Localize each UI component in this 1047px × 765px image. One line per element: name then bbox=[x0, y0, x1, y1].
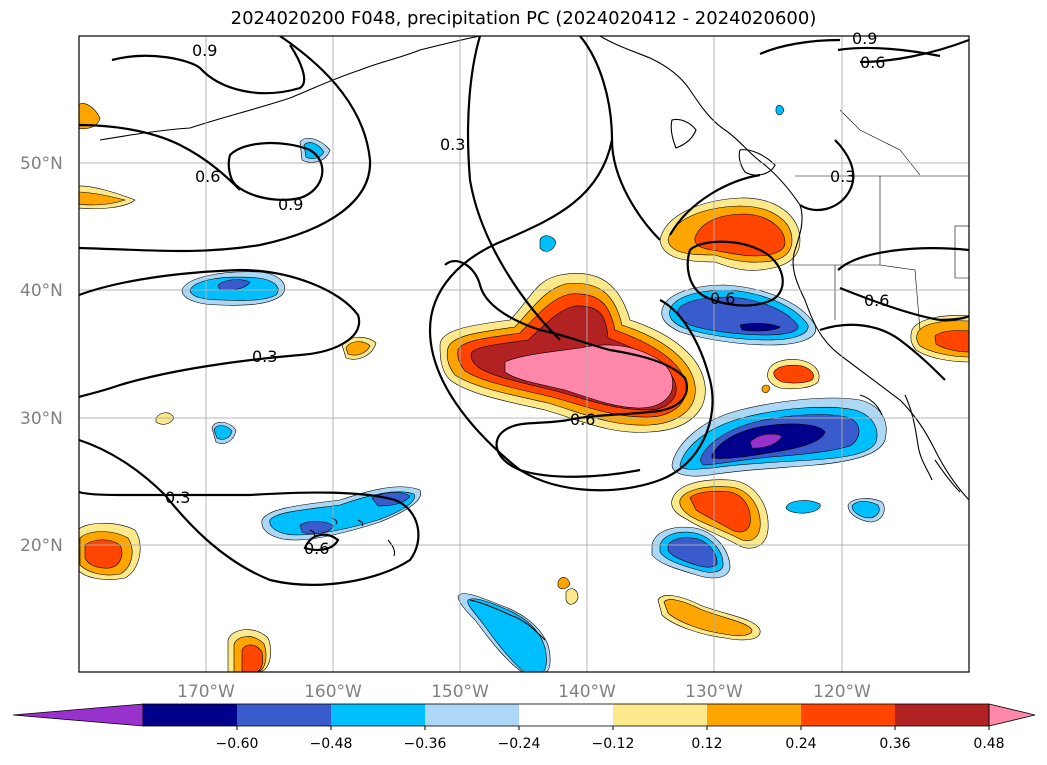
lat-label-30n: 30°N bbox=[20, 409, 63, 429]
contour-label: 0.9 bbox=[278, 195, 303, 214]
lon-label-140w: 140°W bbox=[558, 682, 616, 702]
lat-label-50n: 50°N bbox=[20, 154, 63, 174]
colorbar-tick-label: 0.36 bbox=[879, 736, 910, 752]
colorbar-segment bbox=[613, 704, 708, 726]
colorbar-tick-label: −0.12 bbox=[592, 736, 635, 752]
colorbar-segment bbox=[707, 704, 802, 726]
latitude-labels: 50°N 40°N 30°N 20°N bbox=[20, 154, 63, 556]
borders bbox=[790, 109, 969, 331]
lon-label-170w: 170°W bbox=[177, 682, 235, 702]
colorbar-outline bbox=[142, 703, 990, 727]
colorbar-segment bbox=[143, 704, 238, 726]
colorbar-tick-label: −0.24 bbox=[498, 736, 541, 752]
lon-label-120w: 120°W bbox=[813, 682, 871, 702]
colorbar-tick-label: 0.48 bbox=[973, 736, 1004, 752]
gridlines bbox=[79, 36, 969, 672]
colorbar-tick-label: 0.24 bbox=[785, 736, 816, 752]
lat-label-20n: 20°N bbox=[20, 536, 63, 556]
contour-label: 0.3 bbox=[440, 135, 465, 154]
lon-label-130w: 130°W bbox=[685, 682, 743, 702]
map-title: 2024020200 F048, precipitation PC (20240… bbox=[230, 8, 817, 29]
colorbar bbox=[12, 703, 1036, 727]
colorbar-segment bbox=[331, 704, 426, 726]
contour-lines bbox=[79, 36, 969, 586]
contour-label: 0.6 bbox=[860, 53, 885, 72]
colorbar-tick-label: −0.60 bbox=[216, 736, 259, 752]
contour-label: 0.6 bbox=[304, 539, 329, 558]
colorbar-segment bbox=[519, 704, 614, 726]
contour-label: 0.6 bbox=[195, 167, 220, 186]
coastlines bbox=[99, 36, 969, 641]
contour-label: 0.6 bbox=[864, 291, 889, 310]
colorbar-segment bbox=[895, 704, 990, 726]
lat-label-40n: 40°N bbox=[20, 281, 63, 301]
contour-label: 0.6 bbox=[710, 289, 735, 308]
contour-label: 0.9 bbox=[852, 29, 877, 48]
colorbar-segment bbox=[237, 704, 332, 726]
contour-label-group: 0.9 0.9 0.6 0.9 0.6 0.3 0.3 0.6 0.6 0.6 … bbox=[165, 29, 889, 558]
colorbar-extend-high bbox=[988, 703, 1036, 727]
colorbar-tick-label: −0.36 bbox=[404, 736, 447, 752]
colorbar-segment bbox=[425, 704, 520, 726]
lon-label-160w: 160°W bbox=[304, 682, 362, 702]
contour-label: 0.3 bbox=[165, 488, 190, 507]
contour-label: 0.3 bbox=[830, 167, 855, 186]
colorbar-segment bbox=[801, 704, 896, 726]
colorbar-extend-low bbox=[12, 703, 144, 727]
longitude-labels: 170°W 160°W 150°W 140°W 130°W 120°W bbox=[177, 682, 871, 702]
contour-label: 0.9 bbox=[192, 41, 217, 60]
colorbar-tick-labels: −0.60 −0.48 −0.36 −0.24 −0.12 0.12 0.24 0.36 0.4… bbox=[216, 726, 1005, 752]
contour-label: 0.6 bbox=[570, 410, 595, 429]
contour-label: 0.3 bbox=[252, 347, 277, 366]
precip-fill bbox=[79, 103, 969, 672]
lon-label-150w: 150°W bbox=[431, 682, 489, 702]
map-frame bbox=[78, 35, 970, 673]
colorbar-tick-label: 0.12 bbox=[691, 736, 722, 752]
colorbar-tick-label: −0.48 bbox=[310, 736, 353, 752]
